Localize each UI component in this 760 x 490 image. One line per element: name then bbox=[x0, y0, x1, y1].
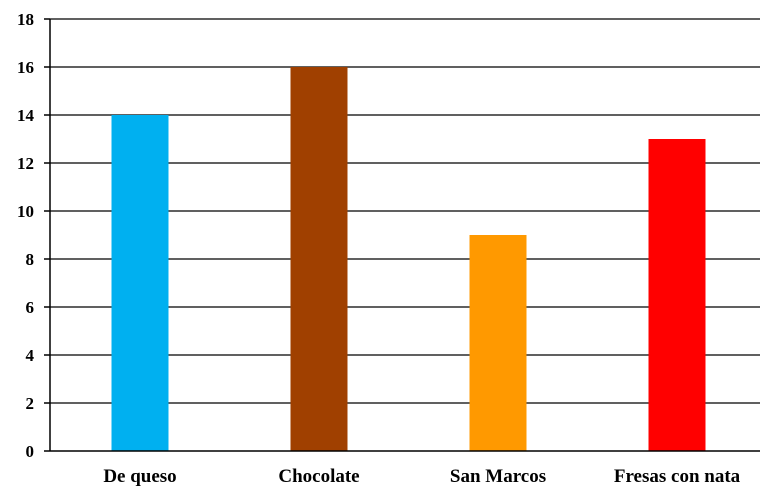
y-tick-label: 18 bbox=[17, 10, 34, 29]
y-tick-label: 14 bbox=[17, 106, 35, 125]
y-tick-label: 2 bbox=[26, 394, 35, 413]
y-tick-label: 6 bbox=[26, 298, 35, 317]
y-tick-labels: 0 2 4 6 8 10 12 14 16 18 bbox=[17, 10, 35, 461]
y-tick-label: 4 bbox=[26, 346, 35, 365]
x-category-label: De queso bbox=[103, 466, 176, 487]
bar-san-marcos bbox=[469, 235, 527, 451]
bar-fresas-con-nata bbox=[648, 139, 706, 451]
y-tick-label: 12 bbox=[17, 154, 34, 173]
bar-chocolate bbox=[290, 67, 348, 451]
y-tick-label: 16 bbox=[17, 58, 34, 77]
axes bbox=[44, 18, 760, 452]
y-tick-label: 8 bbox=[26, 250, 35, 269]
x-category-label: San Marcos bbox=[450, 466, 546, 487]
x-category-label: Fresas con nata bbox=[614, 466, 741, 487]
y-tick-label: 10 bbox=[17, 202, 34, 221]
x-category-label: Chocolate bbox=[278, 466, 359, 487]
bars bbox=[111, 67, 706, 451]
y-tick-label: 0 bbox=[26, 442, 35, 461]
bar-de-queso bbox=[111, 115, 169, 451]
x-category-labels: De queso Chocolate San Marcos Fresas con na… bbox=[103, 466, 740, 487]
